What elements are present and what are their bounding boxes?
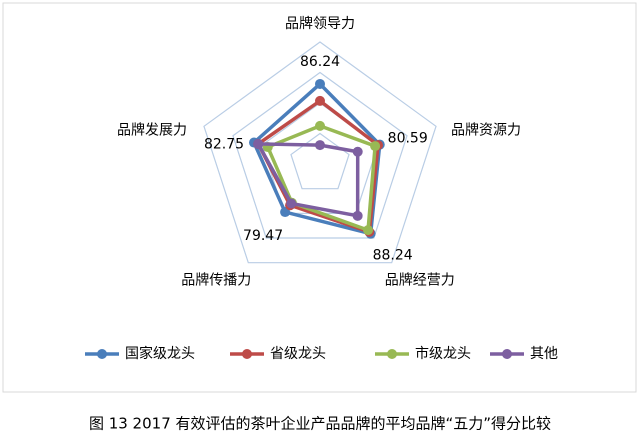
axis-label: 品牌经营力 (385, 272, 455, 289)
series-line (255, 98, 380, 235)
legend-marker (97, 349, 107, 359)
data-point (253, 138, 264, 149)
grid-ring (232, 71, 408, 239)
series-line (251, 81, 382, 236)
legend-label: 其他 (530, 346, 558, 362)
data-point (352, 146, 363, 157)
data-point (315, 140, 325, 151)
legend-marker (502, 349, 512, 359)
data-label: 86.24 (300, 54, 340, 70)
data-point (286, 198, 297, 209)
legend-label: 国家级龙头 (125, 345, 195, 362)
legend-label: 省级龙头 (270, 346, 326, 362)
data-point (315, 78, 325, 89)
caption: 图 13 2017 有效评估的茶叶企业产品品牌的平均品牌“五力”得分比较 (89, 415, 551, 433)
data-point (352, 210, 363, 221)
data-label: 88.24 (373, 248, 413, 264)
data-label: 79.47 (243, 228, 283, 244)
axis-label: 品牌领导力 (285, 15, 355, 32)
grid-ring (203, 41, 437, 264)
data-point (315, 120, 325, 131)
data-point (315, 95, 325, 106)
chart-frame (2, 2, 637, 393)
legend-marker (387, 349, 397, 359)
data-point (363, 225, 374, 236)
legend-label: 市级龙头 (415, 345, 471, 362)
data-point (370, 141, 381, 152)
legend-marker (242, 349, 252, 359)
axis-label: 品牌资源力 (451, 121, 521, 138)
series-line (255, 142, 360, 218)
data-label: 80.59 (388, 131, 428, 147)
axis-label: 品牌发展力 (117, 121, 187, 138)
axis-label: 品牌传播力 (181, 272, 251, 289)
data-label: 82.75 (204, 137, 244, 153)
